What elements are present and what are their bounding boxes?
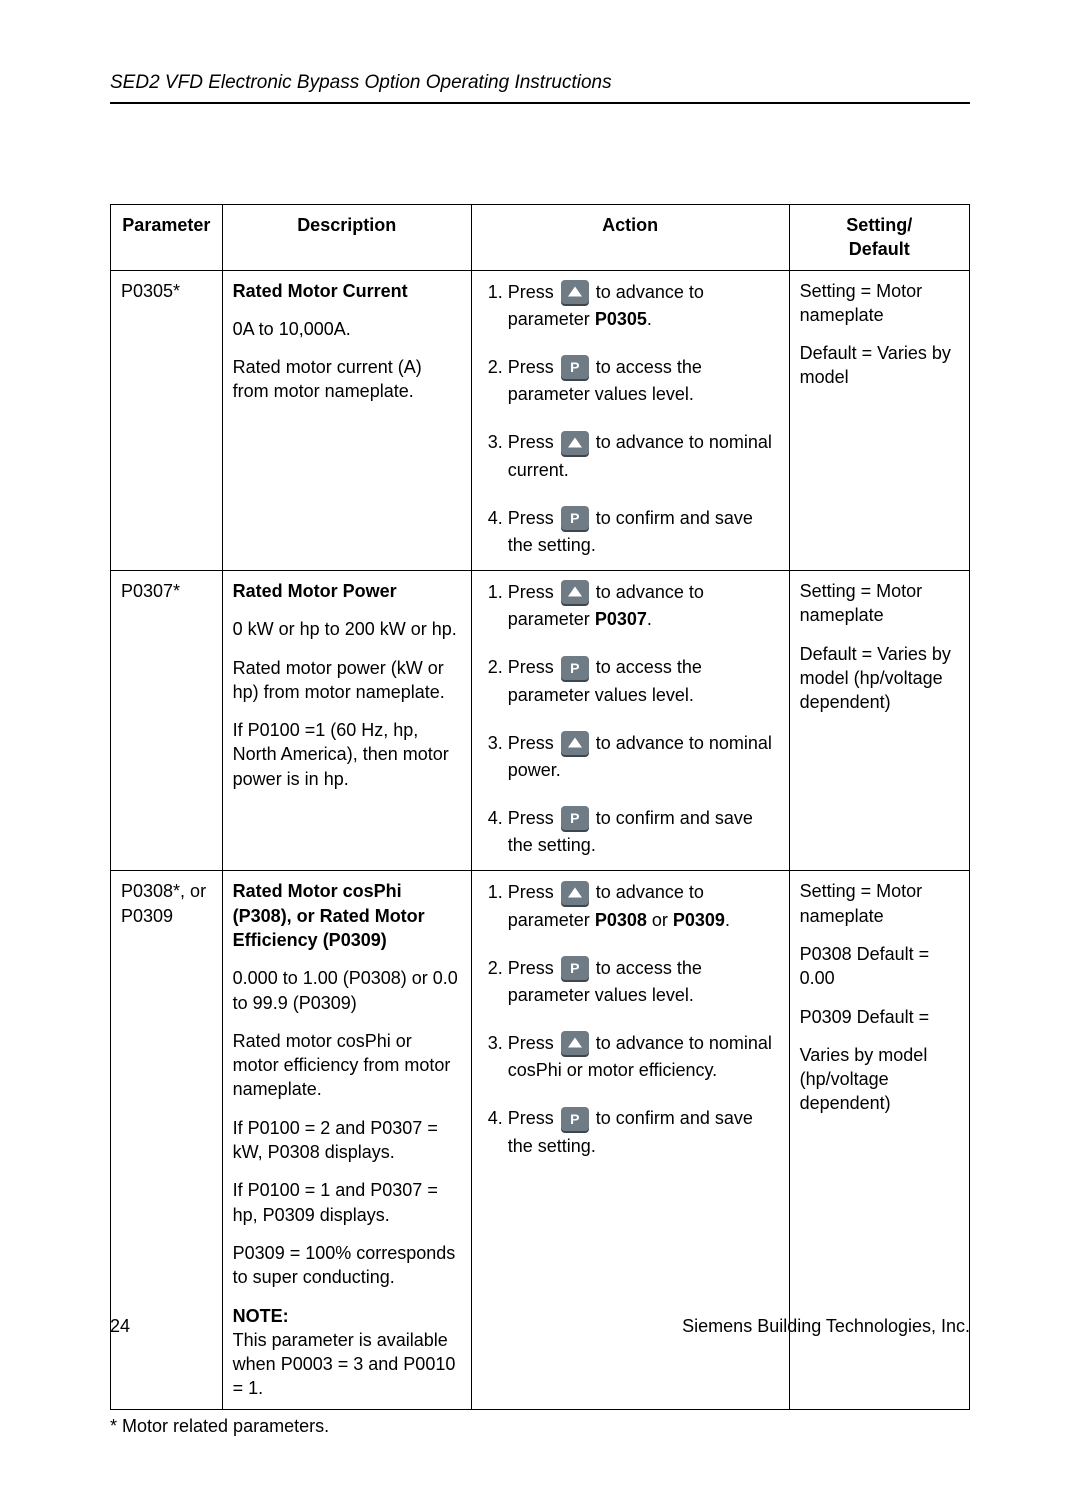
description-para: If P0100 = 2 and P0307 = kW, P0308 displ… [233, 1116, 461, 1165]
description-title: Rated Motor Current [233, 279, 461, 303]
action-step: Press to advance to nominal cosPhi or mo… [508, 1030, 779, 1083]
up-arrow-button-icon [561, 881, 589, 905]
page: SED2 VFD Electronic Bypass Option Operat… [0, 0, 1080, 1497]
action-param-ref: P0308 [595, 910, 647, 930]
description-para: Rated motor power (kW or hp) from motor … [233, 656, 461, 705]
action-step: Press to confirm and save the setting. [508, 505, 779, 558]
cell-parameter: P0307* [111, 570, 223, 870]
up-arrow-button-icon [561, 580, 589, 604]
description-para: 0.000 to 1.00 (P0308) or 0.0 to 99.9 (P0… [233, 966, 461, 1015]
p-button-icon [561, 956, 589, 980]
cell-parameter: P0305* [111, 270, 223, 570]
description-para: P0309 = 100% corresponds to super conduc… [233, 1241, 461, 1290]
action-param-ref: P0309 [673, 910, 725, 930]
action-step: Press to access the parameter values lev… [508, 354, 779, 407]
action-step: Press to advance to nominal current. [508, 429, 779, 482]
action-step: Press to advance to parameter P0307. [508, 579, 779, 632]
setting-line: Setting = Motor nameplate [800, 879, 959, 928]
table-row: P0305*Rated Motor Current0A to 10,000A.R… [111, 270, 970, 570]
footer-org: Siemens Building Technologies, Inc. [682, 1316, 970, 1337]
action-step: Press to advance to parameter P0308 or P… [508, 879, 779, 932]
setting-line: P0309 Default = [800, 1005, 959, 1029]
up-arrow-button-icon [561, 731, 589, 755]
footnote: * Motor related parameters. [110, 1416, 970, 1437]
action-step: Press to advance to parameter P0305. [508, 279, 779, 332]
up-arrow-button-icon [561, 431, 589, 455]
col-parameter: Parameter [111, 205, 223, 271]
p-button-icon [561, 656, 589, 680]
setting-line: P0308 Default = 0.00 [800, 942, 959, 991]
description-para: If P0100 =1 (60 Hz, hp, North America), … [233, 718, 461, 791]
setting-line: Default = Varies by model (hp/voltage de… [800, 642, 959, 715]
description-title: Rated Motor Power [233, 579, 461, 603]
setting-line: Default = Varies by model [800, 341, 959, 390]
p-button-icon [561, 1107, 589, 1131]
description-para: Rated motor cosPhi or motor efficiency f… [233, 1029, 461, 1102]
p-button-icon [561, 506, 589, 530]
up-arrow-button-icon [561, 280, 589, 304]
action-step: Press to confirm and save the setting. [508, 805, 779, 858]
description-para: Rated motor current (A) from motor namep… [233, 355, 461, 404]
cell-setting: Setting = Motor nameplate Default = Varie… [789, 270, 969, 570]
action-step: Press to access the parameter values lev… [508, 654, 779, 707]
table-row: P0307* Rated Motor Power 0 kW or hp to 200… [111, 570, 970, 870]
header-rule [110, 102, 970, 104]
action-list: Press to advance to parameter P0307. Pres… [482, 579, 779, 858]
setting-line: Setting = Motor nameplate [800, 279, 959, 328]
header-title: SED2 VFD Electronic Bypass Option Operat… [110, 72, 970, 94]
action-param-ref: P0305 [595, 309, 647, 329]
page-number: 24 [110, 1316, 130, 1337]
cell-action: Press to advance to parameter P0305. Pres… [471, 270, 789, 570]
cell-action: Press to advance to parameter P0307. Pres… [471, 570, 789, 870]
action-step: Press to access the parameter values lev… [508, 955, 779, 1008]
description-para: 0 kW or hp to 200 kW or hp. [233, 617, 461, 641]
col-setting-default: Setting/ Default [789, 205, 969, 271]
action-param-ref: P0307 [595, 609, 647, 629]
up-arrow-button-icon [561, 1031, 589, 1055]
parameter-table: Parameter Description Action Setting/ De… [110, 204, 970, 1410]
description-title: Rated Motor cosPhi (P308), or Rated Moto… [233, 879, 461, 952]
page-footer: 24 Siemens Building Technologies, Inc. [110, 1316, 970, 1337]
p-button-icon [561, 806, 589, 830]
col-action: Action [471, 205, 789, 271]
description-para: If P0100 = 1 and P0307 = hp, P0309 displ… [233, 1178, 461, 1227]
cell-setting: Setting = Motor nameplate Default = Varie… [789, 570, 969, 870]
setting-line: Setting = Motor nameplate [800, 579, 959, 628]
setting-line: Varies by model (hp/voltage dependent) [800, 1043, 959, 1116]
action-list: Press to advance to parameter P0308 or P… [482, 879, 779, 1158]
col-description: Description [222, 205, 471, 271]
action-step: Press to confirm and save the setting. [508, 1105, 779, 1158]
cell-description: Rated Motor Power 0 kW or hp to 200 kW or… [222, 570, 471, 870]
cell-description: Rated Motor Current 0A to 10,000A. Rated m… [222, 270, 471, 570]
action-step: Press to advance to nominal power. [508, 730, 779, 783]
table-header-row: Parameter Description Action Setting/ De… [111, 205, 970, 271]
description-para: 0A to 10,000A. [233, 317, 461, 341]
action-list: Press to advance to parameter P0305. Pres… [482, 279, 779, 558]
p-button-icon [561, 355, 589, 379]
